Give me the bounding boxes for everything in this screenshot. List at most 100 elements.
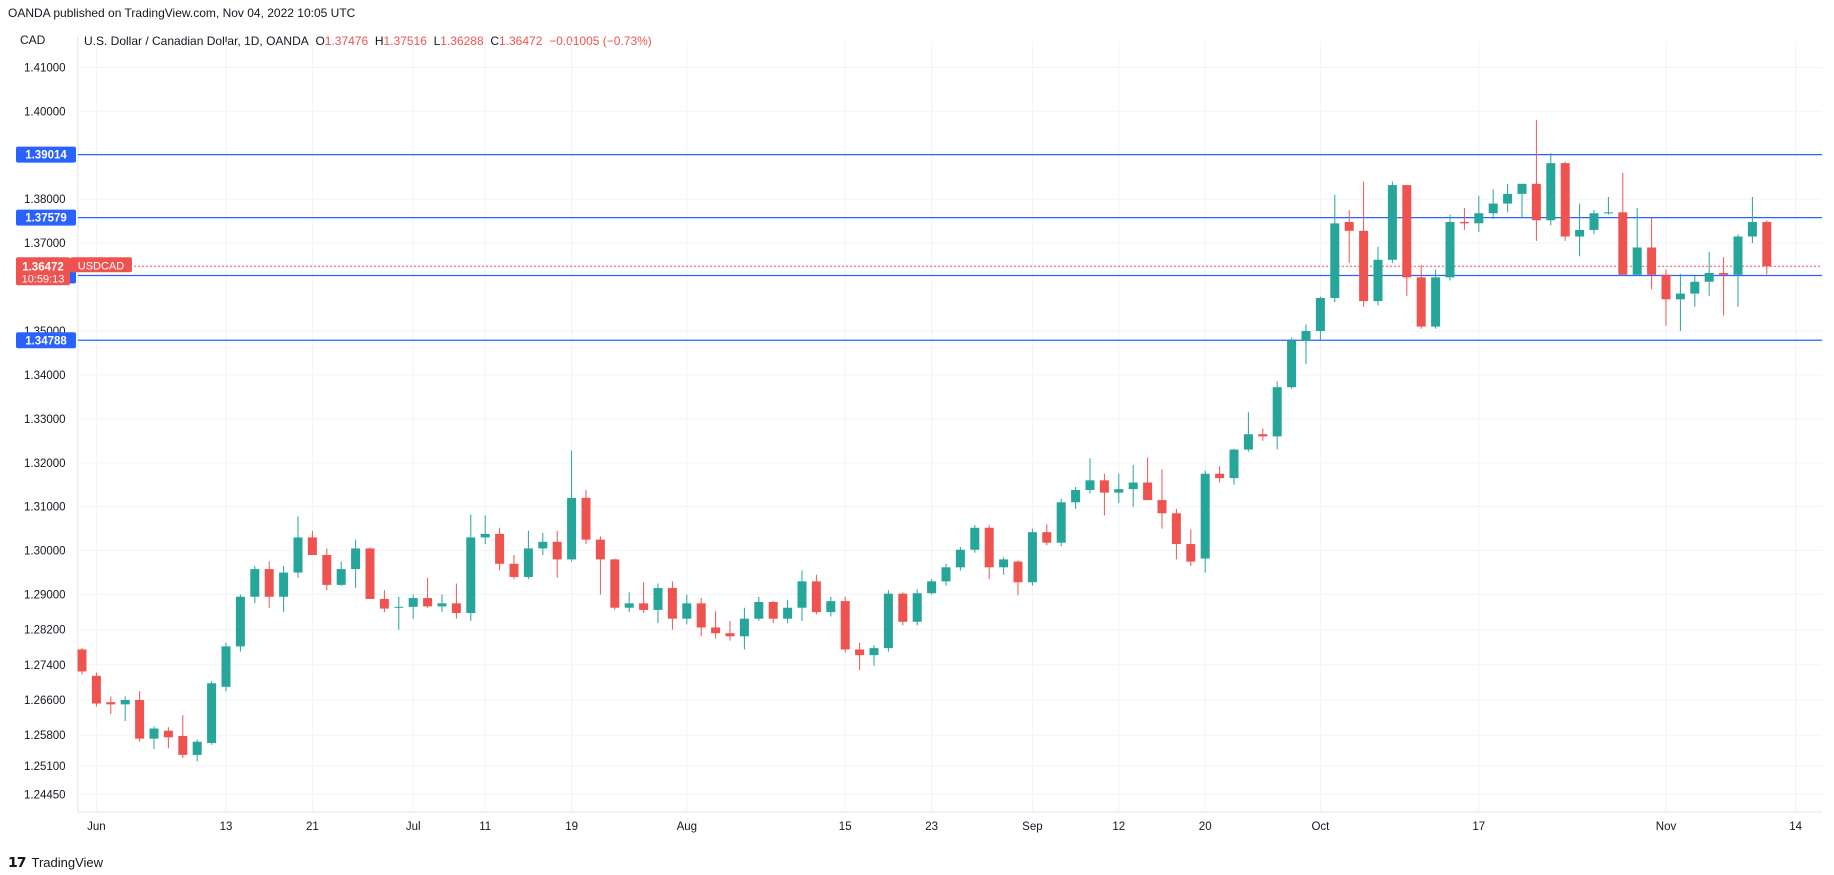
y-axis: 1.410001.400001.380001.370001.350001.340… <box>24 62 66 801</box>
x-tick-label: 19 <box>565 821 578 833</box>
candle-body <box>840 601 850 650</box>
x-tick-label: 20 <box>1199 821 1212 833</box>
open-label: O <box>315 34 325 48</box>
y-tick-label: 1.29000 <box>24 590 66 602</box>
candle-body <box>1330 223 1340 299</box>
change-value: −0.01005 (−0.73%) <box>549 34 652 48</box>
candle-body <box>379 598 389 609</box>
candle-body <box>293 537 303 573</box>
candle-body <box>1272 387 1282 437</box>
candle-body <box>1531 183 1541 221</box>
candle-body <box>653 587 663 610</box>
candle-body <box>1459 222 1469 224</box>
candle-body <box>941 567 951 582</box>
last-price-label-bg <box>16 257 70 286</box>
candle-body <box>1387 185 1397 260</box>
y-tick-label: 1.25800 <box>24 730 66 742</box>
x-tick-label: Oct <box>1311 821 1330 833</box>
y-tick-label: 1.28200 <box>24 625 66 637</box>
candle-body <box>135 699 145 739</box>
price-labels: 1.390141.375791.362621.347881.3647210:59… <box>16 146 132 349</box>
candle-body <box>1143 482 1153 501</box>
candle-body <box>1517 183 1527 194</box>
candle-body <box>1647 247 1657 275</box>
candle-body <box>552 541 562 560</box>
candle-body <box>120 699 130 705</box>
candle-body <box>365 548 375 599</box>
candle-body <box>1359 230 1369 302</box>
candle-body <box>883 593 893 649</box>
candle-body <box>106 702 116 705</box>
candle-body <box>1229 449 1239 479</box>
candle-body <box>1675 293 1685 300</box>
candle-body <box>480 533 490 538</box>
candles <box>77 120 1772 762</box>
candle-body <box>149 728 159 739</box>
candle-body <box>322 555 332 585</box>
candle-body <box>1071 489 1081 503</box>
x-tick-label: Jun <box>87 821 106 833</box>
candle-body <box>639 603 649 610</box>
x-tick-label: 15 <box>839 821 852 833</box>
level-label: 1.39014 <box>25 150 67 162</box>
candle-body <box>1243 434 1253 450</box>
candle-body <box>1056 502 1066 543</box>
candle-body <box>408 598 418 607</box>
candle-body <box>1258 434 1268 437</box>
candle-body <box>1546 163 1556 221</box>
y-tick-label: 1.32000 <box>24 458 66 470</box>
level-label-bg <box>16 332 76 349</box>
footer: 𝟭𝟳 TradingView <box>8 854 103 871</box>
candle-body <box>1186 544 1196 562</box>
level-label: 1.37579 <box>25 213 67 225</box>
candle-body <box>178 736 188 755</box>
candle-body <box>1704 272 1714 282</box>
candle-body <box>523 548 533 577</box>
candle-body <box>1114 489 1124 493</box>
candle-body <box>1200 473 1210 559</box>
candle-body <box>1488 203 1498 214</box>
candle-body <box>495 533 505 564</box>
candle-body <box>682 603 692 619</box>
candle-body <box>207 683 217 744</box>
y-tick-label: 1.38000 <box>24 194 66 206</box>
x-axis: Jun 13 21 Jul 11 19 Aug 15 23 Sep 12 20 Oct 17 Nov 14 <box>87 821 1802 833</box>
candle-body <box>1503 193 1513 204</box>
candle-body <box>1171 513 1181 545</box>
level-label: 1.34788 <box>25 335 67 347</box>
candle-body <box>955 549 965 568</box>
candle-body <box>264 569 274 597</box>
candle-body <box>1013 561 1023 583</box>
candle-body <box>1719 272 1729 275</box>
level-label-bg <box>16 209 76 226</box>
y-tick-label: 1.37000 <box>24 238 66 250</box>
candle-body <box>235 596 245 647</box>
candle-body <box>1027 532 1037 583</box>
candle-body <box>1157 500 1167 514</box>
candle-body <box>423 598 433 607</box>
x-tick-label: 21 <box>306 821 319 833</box>
y-tick-label: 1.25100 <box>24 761 66 773</box>
candle-body <box>768 602 778 619</box>
candle-body <box>1661 274 1671 300</box>
candle-body <box>1301 330 1311 341</box>
candle-body <box>451 603 461 613</box>
x-tick-label: Aug <box>677 821 697 833</box>
candle-body <box>1632 247 1642 275</box>
candle-body <box>163 730 173 738</box>
candle-body <box>1099 480 1109 493</box>
symbol-legend: U.S. Dollar / Canadian Dollar, 1D, OANDA… <box>84 34 652 48</box>
publish-info: OANDA published on TradingView.com, Nov … <box>8 6 356 20</box>
symbol-tag-bg <box>70 257 132 273</box>
candle-body <box>912 593 922 622</box>
candle-body <box>869 648 879 656</box>
candle-body <box>1474 213 1484 224</box>
candle-body <box>351 548 361 570</box>
y-tick-label: 1.24450 <box>24 789 66 801</box>
x-tick-label: 23 <box>925 821 938 833</box>
candle-body <box>1373 259 1383 302</box>
y-tick-label: 1.27400 <box>24 660 66 672</box>
candle-body <box>538 541 548 549</box>
candle-body <box>855 649 865 656</box>
